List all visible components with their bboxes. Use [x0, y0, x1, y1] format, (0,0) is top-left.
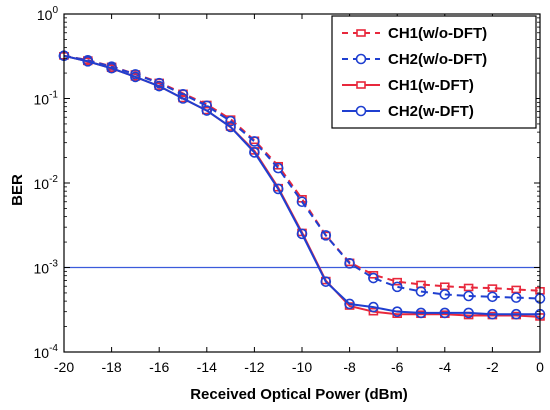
- data-point: [153, 80, 165, 92]
- data-layer: [58, 50, 546, 321]
- data-point: [487, 291, 498, 303]
- x-tick-label: 0: [536, 359, 544, 375]
- data-point: [106, 62, 117, 74]
- data-point: [225, 115, 236, 127]
- data-point: [439, 289, 451, 300]
- x-tick-label: -16: [149, 359, 169, 375]
- x-tick-label: -8: [343, 359, 356, 375]
- x-axis-title: Received Optical Power (dBm): [190, 386, 408, 403]
- y-tick-label: 100: [37, 5, 59, 23]
- data-point: [368, 272, 379, 284]
- y-tick-label: 10-3: [34, 259, 59, 277]
- data-point: [177, 93, 189, 104]
- y-tick-label: 10-2: [34, 174, 59, 192]
- x-tick-label: -18: [101, 359, 121, 375]
- data-point: [463, 290, 474, 302]
- data-point: [296, 196, 308, 208]
- data-point: [344, 258, 355, 269]
- data-point: [249, 147, 260, 158]
- data-point: [368, 307, 379, 316]
- data-point: [296, 228, 308, 240]
- legend-label-0: CH1(w/o-DFT): [388, 25, 487, 42]
- data-point: [201, 105, 213, 116]
- legend-marker: [356, 29, 366, 37]
- x-tick-label: -4: [439, 359, 452, 375]
- data-point: [130, 71, 141, 83]
- legend-label-1: CH2(w/o-DFT): [388, 51, 487, 68]
- series-line-0: [63, 54, 541, 292]
- data-point: [392, 277, 403, 286]
- series-line-3: [63, 54, 540, 316]
- x-tick-label: -14: [197, 359, 217, 375]
- data-point: [249, 136, 260, 147]
- legend-marker: [355, 53, 367, 65]
- data-point: [272, 162, 284, 174]
- series-3: [58, 50, 546, 320]
- data-point: [272, 183, 284, 195]
- y-axis-title: BER: [9, 174, 26, 206]
- data-point: [487, 308, 498, 320]
- data-point: [368, 301, 379, 313]
- y-tick-label: 10-4: [34, 343, 59, 361]
- legend-marker: [355, 105, 367, 117]
- data-point: [463, 307, 474, 319]
- legend: CH1(w/o-DFT) CH2(w/o-DFT) CH1(w-DFT) CH2(w-…: [331, 15, 537, 129]
- legend-marker: [356, 81, 366, 89]
- data-point: [510, 292, 522, 303]
- series-line-1: [63, 54, 541, 300]
- data-point: [320, 230, 332, 241]
- x-tick-label: -12: [244, 359, 264, 375]
- axes: -20 -18 -16 -14 -12 -10 -8 -6 -4 -2 010010-110-210…: [34, 5, 545, 375]
- data-point: [439, 307, 451, 319]
- data-point: [510, 308, 522, 320]
- x-tick-label: -6: [391, 359, 404, 375]
- data-point: [344, 298, 355, 310]
- x-tick-label: -2: [486, 359, 499, 375]
- data-point: [463, 283, 474, 292]
- x-tick-label: -10: [292, 359, 312, 375]
- data-point: [415, 286, 427, 297]
- legend-label-3: CH2(w-DFT): [388, 103, 474, 120]
- data-point: [82, 56, 94, 67]
- data-point: [391, 306, 403, 317]
- data-point: [415, 307, 427, 319]
- data-point: [391, 281, 403, 293]
- data-point: [320, 276, 332, 287]
- data-point: [487, 284, 498, 292]
- legend-label-2: CH1(w-DFT): [388, 77, 474, 94]
- data-point: [225, 121, 236, 133]
- y-tick-label: 10-1: [34, 90, 59, 108]
- x-tick-label: -20: [54, 359, 74, 375]
